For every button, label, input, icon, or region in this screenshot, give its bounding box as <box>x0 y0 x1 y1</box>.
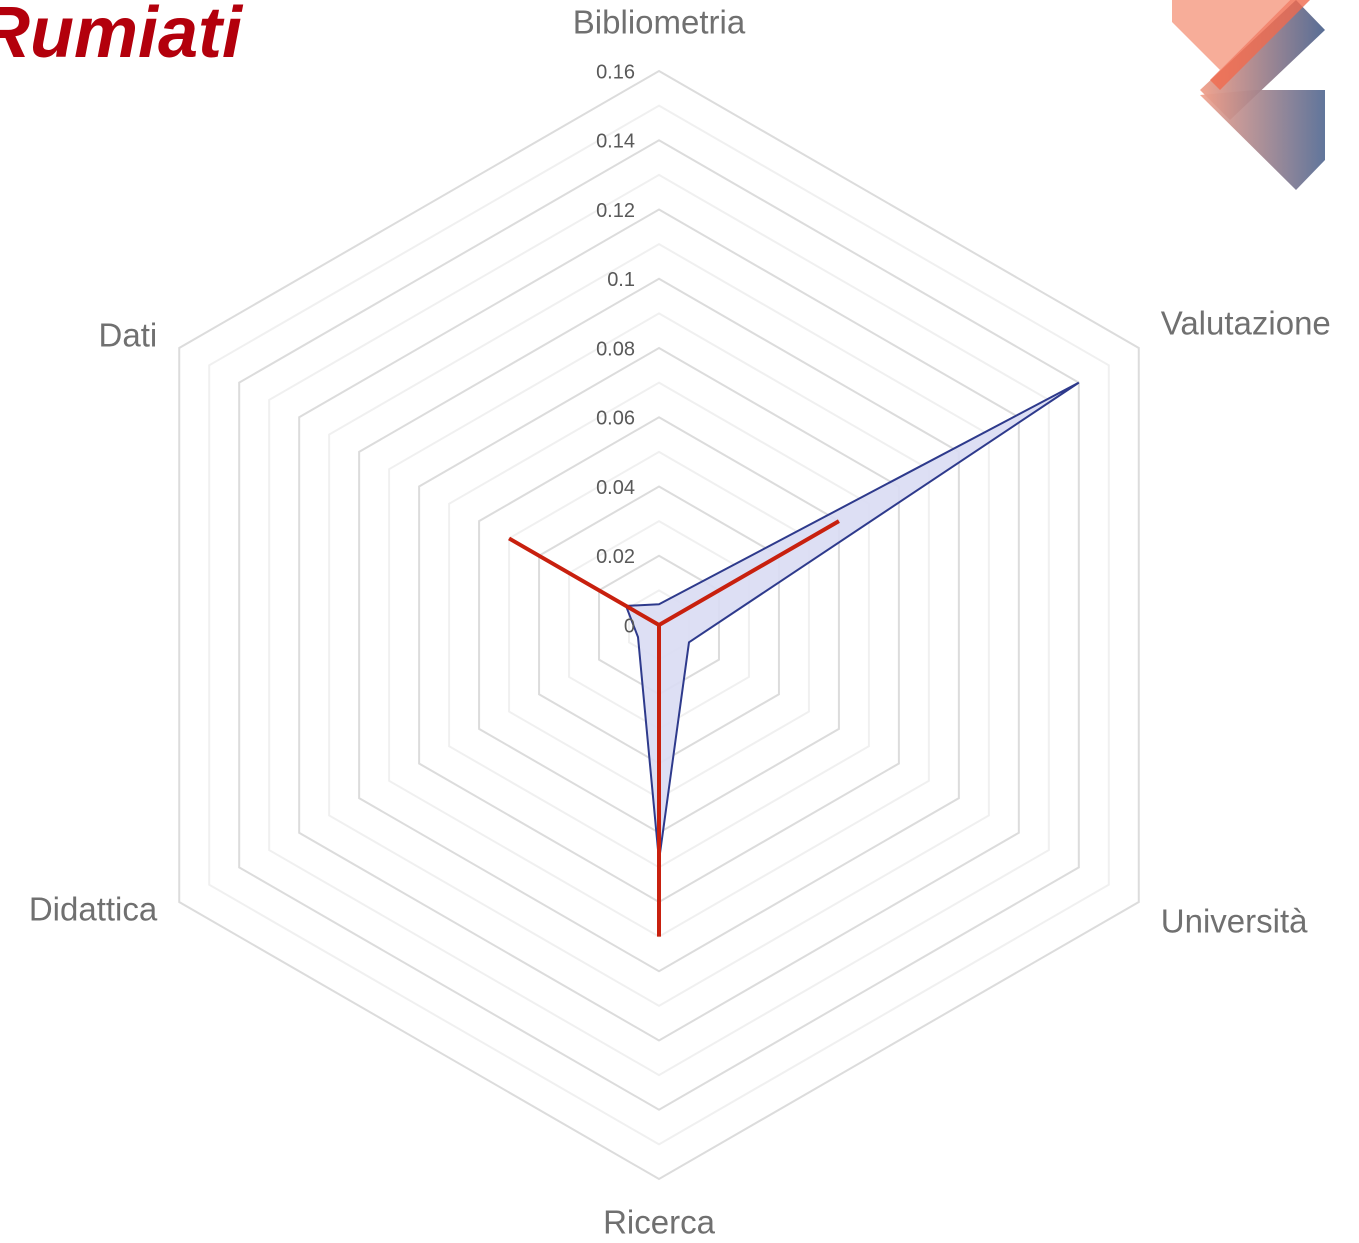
y-tick-label: 0.08 <box>596 338 635 360</box>
logo <box>1172 0 1325 190</box>
category-label: Dati <box>99 317 158 354</box>
y-tick-label: 0.12 <box>596 200 635 222</box>
grid-ring <box>178 69 1140 1181</box>
y-tick-label: 0.14 <box>596 131 635 153</box>
series-line <box>624 381 1080 861</box>
category-label: Bibliometria <box>573 4 746 41</box>
y-tick-label: 0.16 <box>596 61 635 83</box>
category-label: Didattica <box>29 891 158 928</box>
y-tick-label: 0.06 <box>596 408 635 430</box>
category-label: Università <box>1161 903 1308 940</box>
minor-grid-ring <box>208 104 1110 1146</box>
y-tick-label: 0.1 <box>607 269 635 291</box>
category-label: Valutazione <box>1161 305 1331 342</box>
y-tick-label: 0.04 <box>596 477 635 499</box>
category-label: Ricerca <box>603 1204 716 1241</box>
series-line <box>508 519 840 937</box>
y-tick-label: 0.02 <box>596 546 635 568</box>
y-tick-label: 0 <box>624 615 635 637</box>
chart-title: Rumiati <box>0 0 244 73</box>
